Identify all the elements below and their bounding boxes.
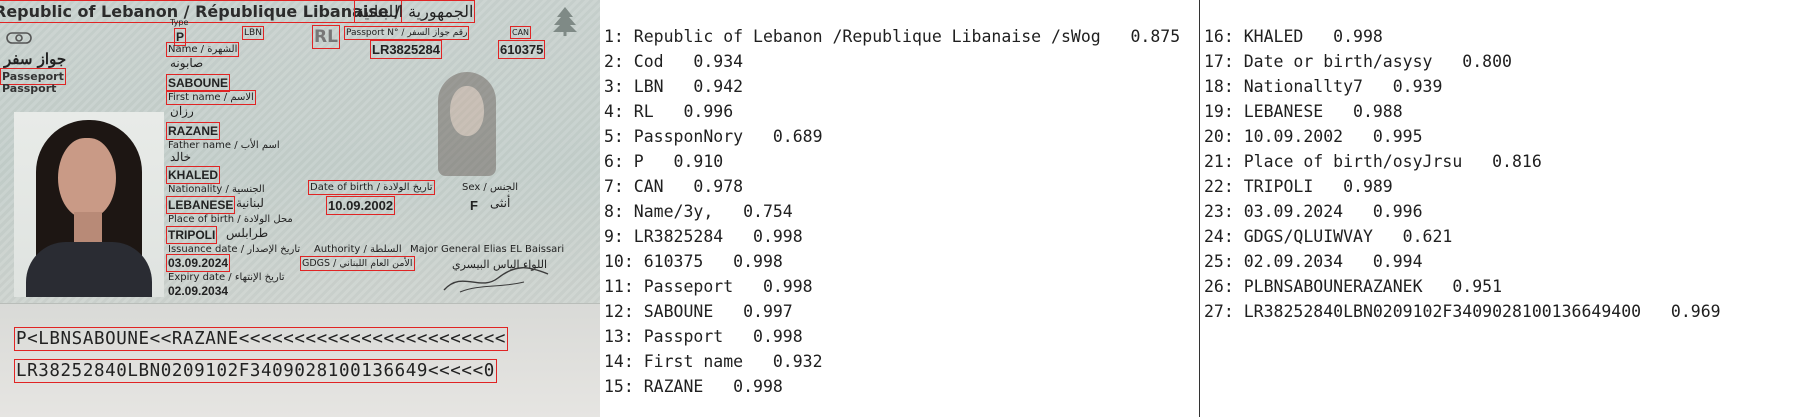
ocr-line: 7: CAN 0.978 bbox=[604, 177, 744, 196]
first-name-label: First name / الاسم bbox=[166, 90, 256, 105]
ocr-line: 5: PassponNory 0.689 bbox=[604, 127, 823, 146]
pob-arabic: طرابلس bbox=[226, 226, 269, 240]
ocr-line: 1: Republic of Lebanon /Republique Liban… bbox=[604, 27, 1181, 46]
ocr-line: 23: 03.09.2024 0.996 bbox=[1204, 202, 1423, 221]
sex-arabic: أنثى bbox=[490, 196, 511, 210]
ocr-line: 20: 10.09.2002 0.995 bbox=[1204, 127, 1423, 146]
header-line: Republic of Lebanon / République Libanai… bbox=[0, 0, 403, 23]
ocr-line: 3: LBN 0.942 bbox=[604, 77, 744, 96]
passport-arabic: جواز سفر bbox=[4, 50, 67, 68]
father-name-arabic: خالد bbox=[170, 150, 192, 164]
ocr-line: 25: 02.09.2034 0.994 bbox=[1204, 252, 1423, 271]
column-divider bbox=[1199, 0, 1200, 417]
header-arabic: الجمهورية اللبنانية bbox=[353, 0, 476, 23]
sex-label: Sex / الجنس bbox=[462, 182, 519, 193]
ghost-photo bbox=[428, 72, 506, 176]
ocr-line: 27: LR38252840LBN0209102F340902810013664… bbox=[1204, 302, 1721, 321]
pob-value: TRIPOLI bbox=[165, 226, 218, 244]
cedar-emblem-icon bbox=[553, 7, 577, 36]
issuance-label: Issuance date / تاريخ الإصدار bbox=[168, 244, 301, 255]
ocr-line: 8: Name/3y, 0.754 bbox=[604, 202, 793, 221]
passport-no-label: Passport N° / رقم جواز السفر bbox=[343, 26, 470, 40]
type-value: P bbox=[173, 28, 187, 46]
expiry-value: 02.09.2034 bbox=[168, 284, 229, 298]
father-name-label: Father name / اسم الأب bbox=[168, 140, 280, 151]
ocr-line: 11: Passeport 0.998 bbox=[604, 277, 813, 296]
ocr-line: 4: RL 0.996 bbox=[604, 102, 734, 121]
passport-image: Republic of Lebanon / République Libanai… bbox=[0, 0, 600, 417]
chip-icon bbox=[6, 32, 32, 44]
ocr-line: 18: Nationallty7 0.939 bbox=[1204, 77, 1443, 96]
passeport-label: Passeport bbox=[0, 68, 66, 85]
ocr-line: 6: P 0.910 bbox=[604, 152, 724, 171]
sex-value: F bbox=[470, 198, 478, 213]
dob-label: Date of birth / تاريخ الولادة bbox=[308, 180, 435, 195]
dob-value: 10.09.2002 bbox=[325, 196, 396, 215]
code-label: LBN bbox=[242, 26, 264, 40]
mrz-line-1: P<LBNSABOUNE<<RAZANE<<<<<<<<<<<<<<<<<<<<… bbox=[14, 327, 508, 351]
signature-image bbox=[443, 267, 549, 293]
mrz-line-2: LR38252840LBN0209102F3409028100136649<<<… bbox=[14, 359, 497, 383]
ocr-line: 24: GDGS/QLUIWVAY 0.621 bbox=[1204, 227, 1453, 246]
ocr-line: 22: TRIPOLI 0.989 bbox=[1204, 177, 1393, 196]
nationality-value: LEBANESE bbox=[165, 196, 236, 214]
nationality-label: Nationality / الجنسية bbox=[168, 184, 265, 195]
passport-label: Passport bbox=[2, 82, 57, 95]
passport-number: LR3825284 bbox=[370, 40, 442, 59]
first-name-value: RAZANE bbox=[166, 122, 220, 140]
nationality-arabic: لبنانية bbox=[236, 196, 264, 210]
father-name-value: KHALED bbox=[166, 166, 220, 184]
pob-label: Place of birth / محل الولادة bbox=[168, 214, 293, 225]
ocr-results-column-right: 16: KHALED 0.998 17: Date or birth/asysy… bbox=[1204, 24, 1800, 417]
can-label: CAN bbox=[509, 26, 532, 39]
officer-name: Major General Elias EL Baissari bbox=[410, 244, 565, 255]
issuance-value: 03.09.2024 bbox=[165, 254, 231, 272]
mrz-zone bbox=[0, 303, 600, 417]
ocr-line: 14: First name 0.932 bbox=[604, 352, 823, 371]
rl-stamp: RL bbox=[312, 25, 340, 49]
ocr-line: 13: Passport 0.998 bbox=[604, 327, 803, 346]
ocr-line: 2: Cod 0.934 bbox=[604, 52, 744, 71]
first-name-arabic: رزان bbox=[170, 104, 194, 118]
ocr-line: 15: RAZANE 0.998 bbox=[604, 377, 783, 396]
holder-photo bbox=[14, 112, 164, 297]
type-label: Type bbox=[170, 18, 189, 27]
ocr-line: 26: PLBNSABOUNERAZANEK 0.951 bbox=[1204, 277, 1503, 296]
name-label: Name / الشهرة bbox=[165, 42, 240, 57]
surname-arabic: صابونه bbox=[170, 56, 204, 70]
ocr-line: 9: LR3825284 0.998 bbox=[604, 227, 803, 246]
expiry-label: Expiry date / تاريخ الإنتهاء bbox=[168, 272, 285, 283]
ocr-line: 10: 610375 0.998 bbox=[604, 252, 783, 271]
ocr-line: 19: LEBANESE 0.988 bbox=[1204, 102, 1403, 121]
ocr-line: 16: KHALED 0.998 bbox=[1204, 27, 1383, 46]
ocr-results-column-left: 1: Republic of Lebanon /Republique Liban… bbox=[604, 24, 1198, 417]
ocr-line: 21: Place of birth/osyJrsu 0.816 bbox=[1204, 152, 1542, 171]
ocr-line: 17: Date or birth/asysy 0.800 bbox=[1204, 52, 1512, 71]
authority-value: GDGS / الأمن العام اللبناني bbox=[300, 256, 415, 271]
authority-label: Authority / السلطة bbox=[314, 244, 402, 255]
surname-value: SABOUNE bbox=[165, 74, 231, 92]
can-value: 610375 bbox=[497, 40, 546, 59]
ocr-line: 12: SABOUNE 0.997 bbox=[604, 302, 793, 321]
